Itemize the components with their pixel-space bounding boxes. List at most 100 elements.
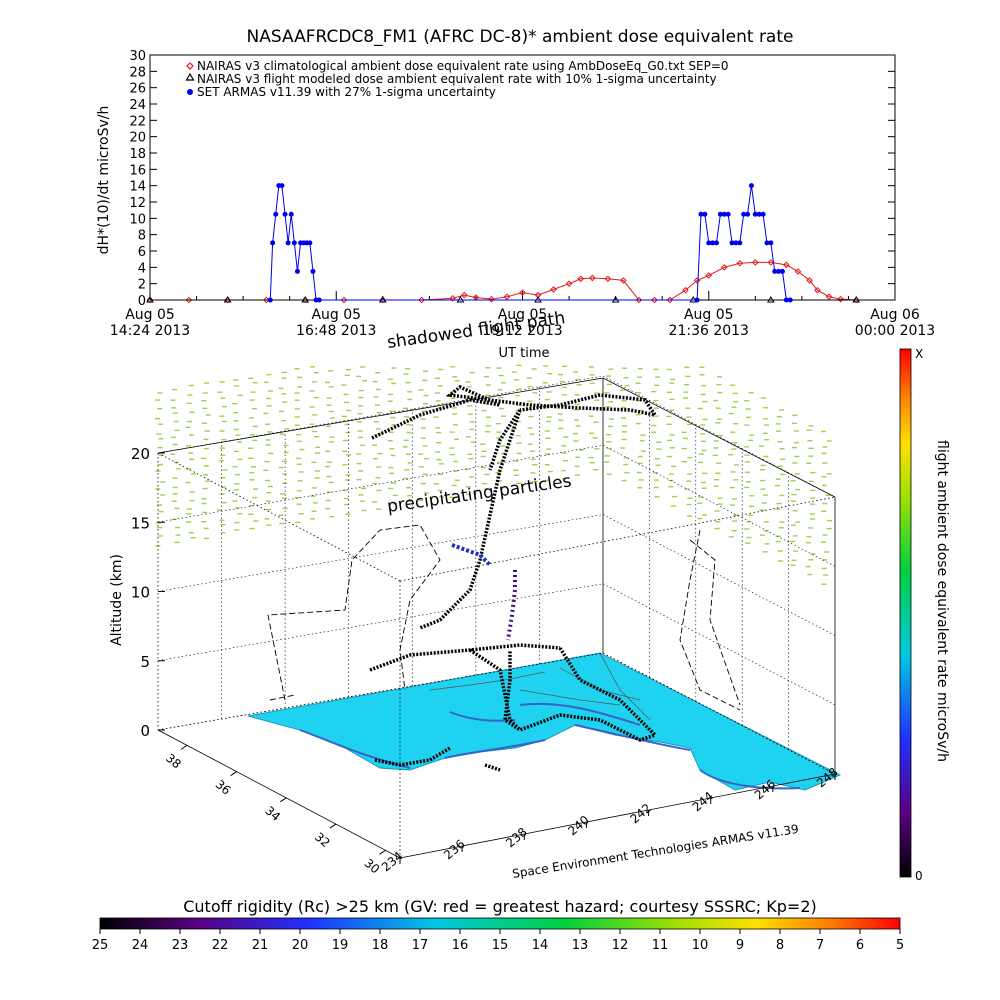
series-point-armas [294, 268, 300, 274]
series-point-climatological [620, 277, 627, 284]
top-y-tick-label: 20 [129, 131, 146, 146]
series-point-armas [702, 211, 708, 217]
series-point-climatological [794, 268, 802, 275]
series-point-climatological [752, 259, 759, 266]
dose-colorbar-top-tick: X [915, 347, 923, 361]
latitude-tick-label: 36 [213, 777, 234, 798]
top-y-tick-label: 0 [138, 294, 146, 309]
annotation-precipitating-particles: precipitating particles [386, 471, 573, 517]
flight-track-colored [451, 543, 517, 641]
rigidity-tick-label: 11 [652, 938, 669, 953]
rigidity-tick-label: 7 [816, 938, 824, 953]
rigidity-tick-label: 13 [572, 938, 589, 953]
flight-track [369, 384, 659, 772]
top-y-tick-label: 4 [138, 261, 146, 276]
series-point-climatological [488, 295, 495, 303]
top-y-tick-label: 24 [129, 98, 146, 113]
rigidity-tick-label: 25 [92, 938, 109, 953]
rigidity-tick-label: 16 [452, 938, 469, 953]
series-point-armas [768, 240, 774, 246]
top-y-tick-label: 10 [129, 212, 146, 227]
top-x-tick-label-time: 21:36 2013 [669, 323, 749, 339]
series-point-armas [737, 240, 743, 246]
series-point-climatological [550, 286, 557, 293]
series-point-climatological [814, 286, 821, 294]
altitude-tick-label: 0 [140, 722, 150, 740]
dose-colorbar-bottom-tick: 0 [915, 869, 923, 883]
series-point-armas [710, 240, 716, 246]
series-point-armas [714, 240, 720, 246]
series-point-armas [279, 183, 285, 189]
altitude-tick-label: 15 [131, 514, 150, 532]
latitude-axis: 38 36 34 32 30 [163, 744, 386, 877]
flight-track-high [371, 384, 659, 440]
longitude-tick-label: 234 [379, 849, 406, 874]
legend-label-armas: SET ARMAS v11.39 with 27% 1-sigma uncert… [197, 85, 496, 99]
3d-grid-lines [157, 375, 836, 775]
rigidity-tick-label: 23 [172, 938, 189, 953]
series-point-armas [787, 297, 793, 303]
series-point-flight-modeled [766, 296, 775, 303]
top-y-tick-label: 12 [129, 196, 146, 211]
rigidity-tick-label: 18 [372, 938, 389, 953]
flight-track-blue-segment [451, 543, 492, 567]
top-y-tick-label: 22 [129, 114, 146, 129]
legend-label-flight-modeled: NAIRAS v3 flight modeled dose ambient eq… [197, 72, 717, 86]
latitude-tick-label: 32 [312, 830, 333, 851]
series-point-armas [776, 268, 782, 274]
altitude-axis-label: Altitude (km) [109, 554, 125, 646]
series-point-armas [310, 268, 316, 274]
series-point-armas [267, 297, 273, 303]
series-point-climatological [720, 264, 728, 271]
top-chart-title: NASAAFRCDC8_FM1 (AFRC DC-8)* ambient dos… [247, 27, 794, 47]
series-point-climatological [185, 296, 193, 304]
top-y-tick-label: 8 [138, 229, 146, 244]
rigidity-colorbar-ticks: 25 24 23 22 21 20 19 18 17 16 15 14 13 12 11 10 9 8 7 6 5 [92, 929, 904, 953]
grid-wall-left [157, 583, 604, 662]
series-point-climatological [806, 277, 813, 284]
dose-colorbar [899, 348, 912, 878]
series-point-climatological [449, 295, 456, 302]
top-x-tick-label-time: 16:48 2013 [296, 323, 376, 339]
series-point-climatological [418, 296, 425, 304]
series-point-armas [282, 211, 288, 217]
series-point-climatological [736, 259, 744, 267]
rigidity-tick-label: 15 [492, 938, 509, 953]
top-x-tick-label-date: Aug 05 [498, 307, 548, 323]
series-point-climatological [666, 296, 674, 304]
top-y-tick-label: 6 [138, 245, 146, 260]
longitude-tick-label: 244 [690, 789, 717, 814]
legend-label-climatological: NAIRAS v3 climatological ambient dose eq… [197, 59, 729, 73]
rigidity-tick-label: 24 [132, 938, 149, 953]
rigidity-tick-label: 9 [736, 938, 744, 953]
series-point-climatological [767, 259, 775, 266]
series-point-armas [291, 240, 297, 246]
top-y-tick-label: 28 [129, 65, 146, 80]
top-x-tick-label-time: 00:00 2013 [855, 323, 935, 339]
top-x-tick-label-time: 14:24 2013 [110, 323, 190, 339]
rigidity-tick-label: 6 [856, 938, 864, 953]
series-point-armas [694, 297, 700, 303]
series-point-armas [733, 240, 739, 246]
series-point-armas [316, 297, 322, 303]
flight-track-purple-segment [506, 570, 517, 641]
top-y-tick-label: 26 [129, 82, 146, 97]
series-point-climatological [589, 274, 596, 282]
latitude-tick-label: 30 [362, 856, 383, 877]
state-borders [429, 652, 651, 721]
flight-track-descent [419, 409, 522, 630]
series-point-armas [717, 211, 723, 217]
top-x-tick-label-date: Aug 05 [684, 307, 734, 323]
series-point-armas [748, 183, 754, 189]
particle-field [154, 364, 832, 585]
series-point-climatological [682, 286, 689, 294]
rigidity-tick-label: 10 [692, 938, 709, 953]
series-line-0 [150, 261, 857, 301]
latitude-tick [180, 744, 188, 750]
longitude-tick-label: 238 [503, 825, 530, 850]
grid-wall-right [602, 514, 836, 636]
series-point-climatological [693, 277, 701, 284]
series-point-armas [760, 211, 766, 217]
